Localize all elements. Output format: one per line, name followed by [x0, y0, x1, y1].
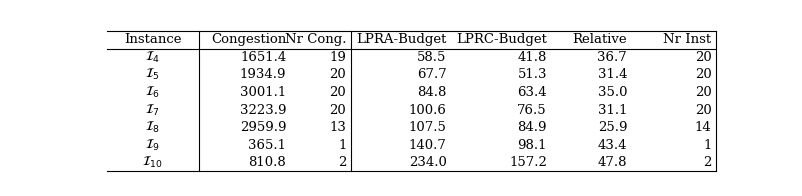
Text: 43.4: 43.4 [597, 139, 626, 152]
Text: 234.0: 234.0 [408, 156, 446, 169]
Text: 20: 20 [694, 103, 711, 116]
Text: 13: 13 [329, 121, 346, 134]
Text: 20: 20 [694, 51, 711, 64]
Text: 51.3: 51.3 [516, 68, 546, 81]
Text: 98.1: 98.1 [516, 139, 546, 152]
Text: Nr Cong.: Nr Cong. [285, 33, 346, 46]
Text: $\mathcal{I}_8$: $\mathcal{I}_8$ [145, 120, 160, 135]
Text: 67.7: 67.7 [416, 68, 446, 81]
Text: 1651.4: 1651.4 [240, 51, 286, 64]
Text: 3001.1: 3001.1 [240, 86, 286, 99]
Text: Instance: Instance [124, 33, 181, 46]
Text: 2959.9: 2959.9 [239, 121, 286, 134]
Text: 107.5: 107.5 [408, 121, 446, 134]
Text: 84.8: 84.8 [417, 86, 446, 99]
Text: Nr Inst: Nr Inst [662, 33, 711, 46]
Text: 2: 2 [338, 156, 346, 169]
Text: 2: 2 [703, 156, 711, 169]
Text: 63.4: 63.4 [516, 86, 546, 99]
Text: 25.9: 25.9 [597, 121, 626, 134]
Text: 35.0: 35.0 [597, 86, 626, 99]
Text: 14: 14 [694, 121, 711, 134]
Text: 41.8: 41.8 [517, 51, 546, 64]
Text: 20: 20 [694, 86, 711, 99]
Text: 1934.9: 1934.9 [239, 68, 286, 81]
Text: LPRA-Budget: LPRA-Budget [356, 33, 446, 46]
Text: 20: 20 [329, 68, 346, 81]
Text: 3223.9: 3223.9 [239, 103, 286, 116]
Text: $\mathcal{I}_4$: $\mathcal{I}_4$ [145, 50, 160, 65]
Text: 365.1: 365.1 [248, 139, 286, 152]
Text: 1: 1 [338, 139, 346, 152]
Text: 58.5: 58.5 [417, 51, 446, 64]
Text: $\mathcal{I}_5$: $\mathcal{I}_5$ [145, 67, 160, 83]
Text: $\mathcal{I}_6$: $\mathcal{I}_6$ [145, 85, 160, 100]
Text: $\mathcal{I}_9$: $\mathcal{I}_9$ [145, 138, 160, 153]
Text: 1: 1 [703, 139, 711, 152]
Text: 31.4: 31.4 [597, 68, 626, 81]
Text: 157.2: 157.2 [508, 156, 546, 169]
Text: 140.7: 140.7 [408, 139, 446, 152]
Text: 84.9: 84.9 [516, 121, 546, 134]
Text: $\mathcal{I}_{10}$: $\mathcal{I}_{10}$ [142, 155, 163, 170]
Text: 36.7: 36.7 [597, 51, 626, 64]
Text: 19: 19 [329, 51, 346, 64]
Text: 20: 20 [694, 68, 711, 81]
Text: 100.6: 100.6 [408, 103, 446, 116]
Text: 20: 20 [329, 103, 346, 116]
Text: Congestion: Congestion [211, 33, 286, 46]
Text: $\mathcal{I}_7$: $\mathcal{I}_7$ [145, 103, 160, 118]
Text: 76.5: 76.5 [516, 103, 546, 116]
Text: 810.8: 810.8 [248, 156, 286, 169]
Text: 31.1: 31.1 [597, 103, 626, 116]
Text: 20: 20 [329, 86, 346, 99]
Text: LPRC-Budget: LPRC-Budget [456, 33, 546, 46]
Text: 47.8: 47.8 [597, 156, 626, 169]
Text: Relative: Relative [572, 33, 626, 46]
